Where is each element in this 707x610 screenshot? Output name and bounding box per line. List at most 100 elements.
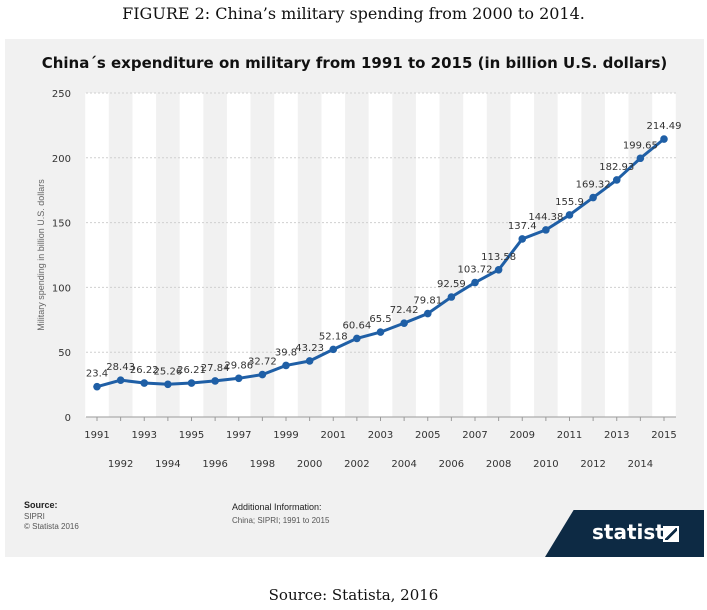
band-2009 bbox=[510, 93, 535, 417]
x-tick-label: 2014 bbox=[628, 459, 653, 470]
data-point-1998 bbox=[258, 370, 267, 379]
data-point-2015 bbox=[660, 135, 668, 143]
x-tick-label: 2005 bbox=[415, 430, 440, 441]
data-label-2009: 137.4 bbox=[508, 221, 537, 232]
data-label-1991: 23.4 bbox=[86, 369, 108, 380]
x-axis-ticks: 1991 1992 1993 1994 1995 1996 1997 1998 1999 2000… bbox=[84, 417, 677, 470]
x-tick-label: 2015 bbox=[651, 430, 676, 441]
background-bands bbox=[85, 93, 676, 417]
y-axis-ticks: 0 50 100 150 200 250 bbox=[52, 89, 71, 424]
y-tick-label: 0 bbox=[65, 413, 71, 424]
additional-info-text: China; SIPRI; 1991 to 2015 bbox=[232, 516, 330, 525]
x-tick-label: 1995 bbox=[179, 430, 204, 441]
data-point-2011 bbox=[565, 211, 574, 219]
data-label-2007: 103.72 bbox=[458, 265, 493, 276]
x-tick-label: 2012 bbox=[580, 459, 605, 470]
band-2001 bbox=[321, 93, 346, 417]
data-point-1993 bbox=[140, 379, 149, 387]
band-2003 bbox=[368, 93, 393, 417]
band-2011 bbox=[557, 93, 582, 417]
chart-title: China´s expenditure on military from 199… bbox=[41, 54, 668, 72]
data-label-1992: 28.43 bbox=[106, 362, 135, 373]
x-tick-label: 2001 bbox=[321, 430, 346, 441]
data-point-2014 bbox=[636, 154, 645, 163]
data-label-2014: 199.65 bbox=[623, 140, 658, 151]
band-2005 bbox=[415, 93, 440, 417]
data-label-2008: 113.58 bbox=[481, 252, 516, 263]
data-label-2013: 182.93 bbox=[599, 162, 634, 173]
x-tick-label: 2010 bbox=[533, 459, 558, 470]
source-caption: Source: Statista, 2016 bbox=[268, 586, 439, 604]
x-tick-label: 2011 bbox=[557, 430, 582, 441]
x-tick-label: 2006 bbox=[439, 459, 464, 470]
band-2015 bbox=[652, 93, 676, 417]
x-tick-label: 1994 bbox=[155, 459, 180, 470]
x-tick-label: 1992 bbox=[108, 459, 133, 470]
data-point-1999 bbox=[282, 361, 290, 370]
data-label-1998: 32.72 bbox=[248, 357, 277, 368]
y-tick-label: 150 bbox=[52, 219, 71, 230]
data-label-2003: 65.5 bbox=[369, 314, 391, 325]
source-line-2: © Statista 2016 bbox=[24, 522, 79, 531]
chart-panel bbox=[5, 39, 704, 557]
x-tick-label: 1993 bbox=[132, 430, 157, 441]
data-point-2006 bbox=[447, 293, 456, 301]
data-points bbox=[93, 135, 668, 391]
data-point-1997 bbox=[234, 374, 243, 383]
data-point-1991 bbox=[93, 382, 101, 391]
data-label-2011: 155.9 bbox=[555, 197, 584, 208]
x-tick-label: 1996 bbox=[202, 459, 227, 470]
source-line-1: SIPRI bbox=[24, 512, 45, 521]
y-axis-label: Military spending in billion U.S. dollar… bbox=[36, 179, 46, 331]
x-tick-label: 1999 bbox=[273, 430, 298, 441]
data-label-1997: 29.86 bbox=[224, 360, 253, 371]
data-label-1999: 39.8 bbox=[275, 347, 297, 358]
band-2007 bbox=[463, 93, 487, 417]
data-point-1994 bbox=[164, 380, 172, 389]
data-label-1995: 26.21 bbox=[177, 365, 206, 376]
band-1999 bbox=[274, 93, 298, 417]
x-tick-label: 1997 bbox=[226, 430, 251, 441]
x-tick-label: 2008 bbox=[486, 459, 511, 470]
data-label-2000: 43.23 bbox=[295, 343, 324, 354]
data-label-1996: 27.84 bbox=[201, 363, 230, 374]
data-point-2005 bbox=[423, 309, 432, 318]
x-tick-label: 1998 bbox=[250, 459, 275, 470]
data-point-2004 bbox=[400, 319, 408, 327]
x-tick-label: 2002 bbox=[344, 459, 369, 470]
data-point-2002 bbox=[353, 334, 361, 343]
y-tick-label: 200 bbox=[52, 154, 71, 165]
data-point-1996 bbox=[211, 377, 219, 385]
data-point-2001 bbox=[329, 345, 338, 354]
y-tick-label: 50 bbox=[58, 348, 71, 359]
data-point-1995 bbox=[187, 379, 196, 387]
data-point-2010 bbox=[542, 226, 550, 234]
y-tick-label: 250 bbox=[52, 89, 71, 100]
data-label-2005: 79.81 bbox=[413, 296, 442, 307]
data-label-2012: 169.32 bbox=[576, 180, 611, 191]
band-1995 bbox=[179, 93, 204, 417]
additional-info-label: Additional Information: bbox=[232, 502, 322, 512]
data-point-2003 bbox=[376, 328, 385, 336]
x-tick-label: 2000 bbox=[297, 459, 322, 470]
x-tick-label: 2007 bbox=[462, 430, 487, 441]
data-label-2015: 214.49 bbox=[647, 121, 682, 132]
data-label-2006: 92.59 bbox=[437, 279, 466, 290]
data-labels: 23.428.4326.2225.2626.2127.8429.8632.723… bbox=[86, 121, 682, 380]
data-point-2007 bbox=[471, 278, 479, 287]
band-1993 bbox=[132, 93, 157, 417]
data-label-2004: 72.42 bbox=[390, 305, 419, 316]
x-tick-label: 2013 bbox=[604, 430, 629, 441]
brand-logo-icon bbox=[663, 526, 679, 542]
data-label-1994: 25.26 bbox=[154, 366, 183, 377]
y-tick-label: 100 bbox=[52, 283, 71, 294]
source-label: Source: bbox=[24, 500, 58, 510]
data-point-2013 bbox=[612, 176, 621, 184]
data-label-2010: 144.38 bbox=[528, 212, 563, 223]
data-point-2000 bbox=[305, 357, 314, 365]
band-1991 bbox=[85, 93, 109, 417]
data-point-2009 bbox=[518, 235, 527, 243]
x-tick-label: 1991 bbox=[84, 430, 109, 441]
figure-caption: FIGURE 2: China’s military spending from… bbox=[122, 4, 585, 23]
